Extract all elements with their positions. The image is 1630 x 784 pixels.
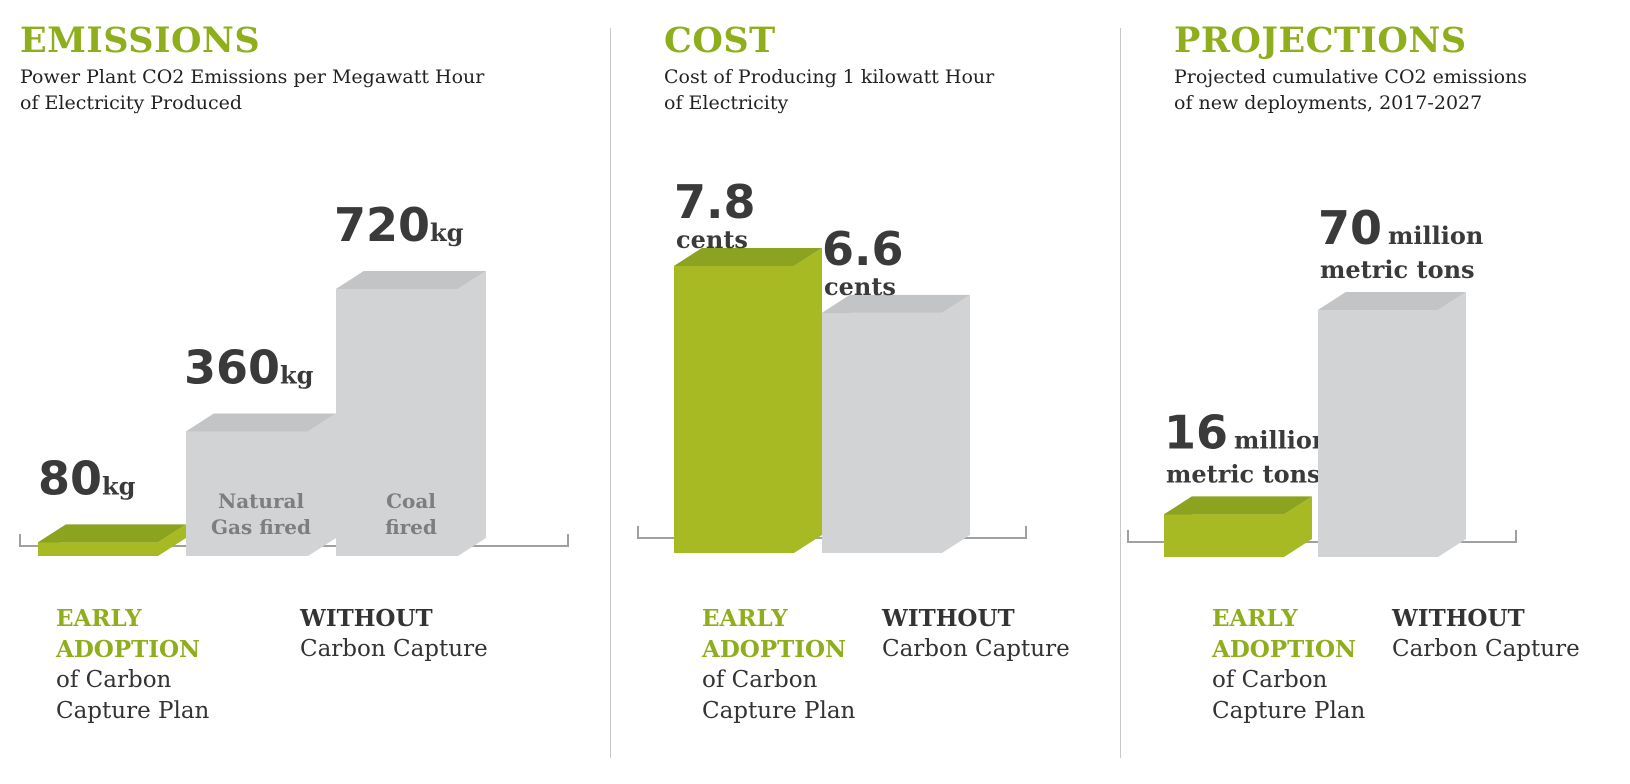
- bar-value-label: 720kg: [334, 198, 464, 252]
- bar-front-face: [1164, 514, 1284, 557]
- bar-value-number: 360: [184, 341, 280, 395]
- bar-right-face: [1438, 292, 1466, 557]
- bar-front-face: [822, 312, 942, 553]
- cost-legend-early: EARLY ADOPTION of Carbon Capture Plan: [702, 603, 855, 727]
- bar-front-face: [38, 542, 158, 556]
- legend-early-line-2: ADOPTION: [56, 636, 201, 663]
- legend-early-line-1: EARLY: [702, 605, 788, 632]
- bar-right-face: [942, 294, 970, 553]
- emissions-subtitle-line-1: Power Plant CO2 Emissions per Megawatt H…: [20, 66, 485, 88]
- bar-top-face: [186, 413, 336, 432]
- bar-value-label: 360kg: [184, 341, 314, 395]
- projections-subtitle: Projected cumulative CO2 emissions of ne…: [1174, 64, 1527, 116]
- bar-right-face: [794, 248, 822, 553]
- legend-early-line-4: Capture Plan: [56, 698, 210, 724]
- bar-front-face: [1318, 310, 1438, 557]
- emissions-heading: EMISSIONS: [20, 20, 261, 61]
- cost-subtitle-line-2: of Electricity: [664, 92, 789, 114]
- bar-value-number: 80: [38, 451, 102, 505]
- bar-inner-label: Coal: [386, 489, 436, 513]
- projections-panel: PROJECTIONS Projected cumulative CO2 emi…: [1120, 0, 1630, 784]
- legend-early-line-3: of Carbon: [702, 667, 818, 693]
- bar-inner-label: Natural: [218, 489, 305, 513]
- bar-value-number: 6.6: [822, 222, 904, 276]
- emissions-subtitle: Power Plant CO2 Emissions per Megawatt H…: [20, 64, 484, 116]
- bar-inner-label: Gas fired: [211, 515, 311, 539]
- bar-value-unit: kg: [280, 361, 314, 390]
- legend-without-title: WITHOUT: [300, 605, 433, 632]
- bar-value-label: 16 million: [1164, 405, 1329, 459]
- legend-without-title: WITHOUT: [1392, 605, 1525, 632]
- bar-inner-label: fired: [385, 515, 437, 539]
- bar-value-number: 16: [1164, 405, 1228, 459]
- legend-early-line-4: Capture Plan: [702, 698, 856, 724]
- bar-right-face: [158, 524, 186, 556]
- bar-value-label: 6.6: [822, 222, 904, 276]
- bar-top-face: [822, 294, 970, 313]
- bar-value-unit-line: metric tons: [1166, 459, 1321, 488]
- bar-value-unit-line: cents: [676, 225, 748, 254]
- legend-without-title: WITHOUT: [882, 605, 1015, 632]
- bar-right-face: [308, 413, 336, 556]
- bar-value-unit: kg: [102, 471, 136, 500]
- bar-value-label: 80kg: [38, 451, 136, 505]
- bar-top-face: [38, 524, 186, 543]
- legend-early-line-1: EARLY: [1212, 605, 1298, 632]
- projections-subtitle-line-2: of new deployments, 2017-2027: [1174, 92, 1483, 114]
- bar-value-number: 720: [334, 198, 430, 252]
- bar-front-face: [674, 266, 794, 553]
- bar-value-unit: million: [1234, 425, 1329, 454]
- emissions-subtitle-line-2: of Electricity Produced: [20, 92, 243, 114]
- bar-value-unit: million: [1388, 221, 1483, 250]
- panel-divider-2: [1120, 28, 1121, 758]
- bar-value-number: 70: [1318, 201, 1382, 255]
- projections-legend-without: WITHOUT Carbon Capture: [1392, 603, 1580, 665]
- legend-without-sub: Carbon Capture: [1392, 636, 1580, 662]
- bar-value-label: 7.8: [674, 175, 756, 229]
- emissions-panel: EMISSIONS Power Plant CO2 Emissions per …: [0, 0, 610, 784]
- cost-subtitle: Cost of Producing 1 kilowatt Hour of Ele…: [664, 64, 994, 116]
- bar-value-number: 7.8: [674, 175, 756, 229]
- cost-subtitle-line-1: Cost of Producing 1 kilowatt Hour: [664, 66, 995, 88]
- legend-early-line-4: Capture Plan: [1212, 698, 1366, 724]
- legend-without-sub: Carbon Capture: [882, 636, 1070, 662]
- projections-legend-early: EARLY ADOPTION of Carbon Capture Plan: [1212, 603, 1365, 727]
- bar-value-unit-line: metric tons: [1320, 255, 1475, 284]
- bar-right-face: [458, 271, 486, 556]
- panel-divider-1: [610, 28, 611, 758]
- cost-panel: COST Cost of Producing 1 kilowatt Hour o…: [610, 0, 1120, 784]
- legend-early-line-3: of Carbon: [56, 667, 172, 693]
- bar-right-face: [1284, 496, 1312, 557]
- legend-early-line-2: ADOPTION: [702, 636, 847, 663]
- legend-early-line-2: ADOPTION: [1212, 636, 1357, 663]
- cost-heading: COST: [664, 20, 776, 61]
- legend-early-line-1: EARLY: [56, 605, 142, 632]
- bar-value-unit-line: cents: [824, 272, 896, 301]
- legend-early-line-3: of Carbon: [1212, 667, 1328, 693]
- projections-subtitle-line-1: Projected cumulative CO2 emissions: [1174, 66, 1528, 88]
- cost-legend-without: WITHOUT Carbon Capture: [882, 603, 1070, 665]
- legend-without-sub: Carbon Capture: [300, 636, 488, 662]
- emissions-legend-early: EARLY ADOPTION of Carbon Capture Plan: [56, 603, 209, 727]
- bar-value-label: 70 million: [1318, 201, 1483, 255]
- bar-front-face: [186, 431, 308, 556]
- bar-top-face: [1164, 496, 1312, 515]
- emissions-legend-without: WITHOUT Carbon Capture: [300, 603, 488, 665]
- bar-top-face: [674, 248, 822, 266]
- bar-front-face: [336, 289, 458, 556]
- projections-heading: PROJECTIONS: [1174, 20, 1467, 61]
- bar-top-face: [1318, 292, 1466, 310]
- bar-value-unit: kg: [430, 218, 464, 247]
- bar-top-face: [336, 271, 486, 289]
